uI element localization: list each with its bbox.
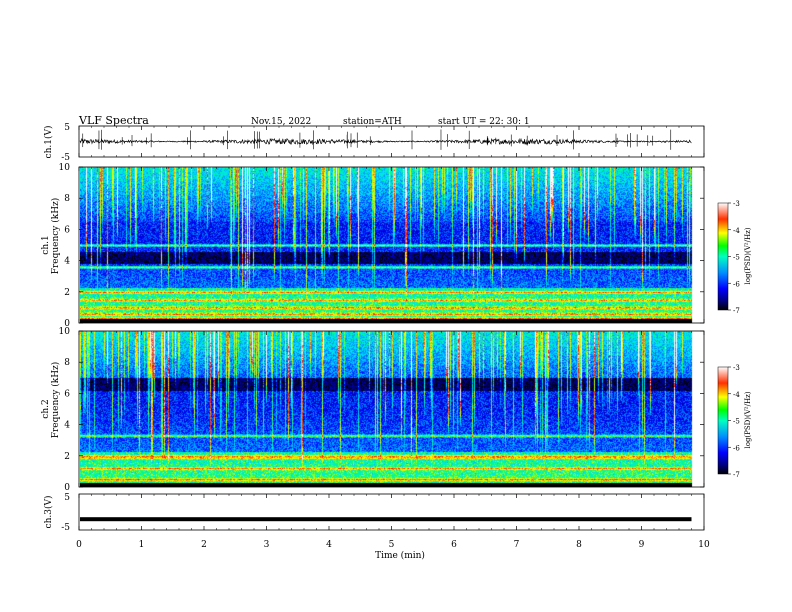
- frequency-tick-label: 10: [59, 163, 71, 173]
- frequency-tick-label: 8: [64, 194, 70, 204]
- colorbar-tick-label: -5: [733, 254, 740, 262]
- colorbar-tick-label: -3: [733, 364, 740, 372]
- ch1-waveform-panel: 5 -5 ch.1(V): [43, 123, 705, 163]
- time-tick-label: 9: [639, 540, 645, 550]
- ch3-ytick-bottom: -5: [61, 523, 70, 533]
- ch3-waveform-ylabel: ch.3(V): [43, 496, 54, 529]
- frequency-tick-label: 6: [64, 225, 70, 235]
- ch3-waveform-line: [80, 517, 692, 522]
- frequency-tick-label: 0: [64, 319, 70, 329]
- frequency-tick-label: 6: [64, 389, 70, 399]
- ch2-spectrogram-channel-label: ch.2: [41, 399, 51, 418]
- ch1-ytick-bottom: -5: [61, 153, 70, 163]
- ch2-spectrogram-ylabel: Frequency (kHz): [50, 362, 61, 439]
- time-tick-label: 8: [576, 540, 582, 550]
- time-tick-label: 2: [201, 540, 207, 550]
- ch1-spectrogram-image: [80, 167, 704, 323]
- time-tick-label: 6: [451, 540, 457, 550]
- ch2-spectrogram-image: [80, 331, 704, 487]
- colorbar-tick-label: -7: [733, 307, 740, 315]
- ch2-colorbar-ticks: -3 -4 -5 -6 -7: [728, 364, 740, 479]
- frequency-tick-label: 8: [64, 358, 70, 368]
- ch1-waveform-ylabel: ch.1(V): [43, 126, 54, 159]
- colorbar-tick-label: -6: [733, 280, 740, 288]
- colorbar-tick-label: -7: [733, 471, 740, 479]
- ch2-colorbar-label: log(PSD)(V²/Hz): [744, 391, 752, 448]
- header-station: station=ATH: [343, 117, 402, 127]
- time-tick-label: 1: [139, 540, 145, 550]
- ch1-colorbar-label: log(PSD)(V²/Hz): [744, 227, 752, 284]
- ch1-frequency-ticks: 0 2 4 6 8 10: [59, 163, 704, 329]
- colorbar-tick-label: -5: [733, 418, 740, 426]
- time-axis-ticks: 0 1 2 3 4 5 6 7 8 9 10: [76, 126, 710, 550]
- frequency-tick-label: 2: [64, 288, 70, 298]
- time-axis-label: Time (min): [375, 550, 425, 561]
- time-tick-label: 5: [389, 540, 395, 550]
- ch2-colorbar: [717, 366, 729, 475]
- ch1-ytick-top: 5: [64, 123, 70, 133]
- ch2-frequency-ticks: 0 2 4 6 8 10: [59, 327, 704, 493]
- colorbar-tick-label: -6: [733, 444, 740, 452]
- time-tick-label: 0: [76, 540, 82, 550]
- ch1-colorbar: [717, 202, 729, 311]
- ch3-ytick-top: 5: [64, 493, 70, 503]
- ch1-waveform-line: [79, 137, 692, 146]
- ch3-waveform-panel: 5 -5 ch.3(V): [43, 493, 705, 533]
- frequency-tick-label: 2: [64, 452, 70, 462]
- colorbar-tick-label: -4: [733, 391, 740, 399]
- colorbar-tick-label: -3: [733, 200, 740, 208]
- ch1-waveform-spikes: [82, 129, 672, 150]
- figure-title: VLF Spectra: [78, 114, 149, 127]
- frequency-tick-label: 4: [64, 257, 70, 267]
- ch1-spectrogram-channel-label: ch.1: [41, 235, 51, 254]
- frequency-tick-label: 0: [64, 483, 70, 493]
- time-tick-label: 3: [264, 540, 270, 550]
- time-tick-label: 10: [698, 540, 710, 550]
- frequency-tick-label: 4: [64, 421, 70, 431]
- frequency-tick-label: 10: [59, 327, 71, 337]
- header-date: Nov.15, 2022: [251, 117, 311, 127]
- colorbar-tick-label: -4: [733, 227, 740, 235]
- time-tick-label: 4: [326, 540, 332, 550]
- header-start-time: start UT = 22: 30: 1: [438, 117, 530, 127]
- ch3-waveform-frame: [78, 493, 705, 531]
- time-tick-label: 7: [514, 540, 520, 550]
- ch1-colorbar-ticks: -3 -4 -5 -6 -7: [728, 200, 740, 315]
- ch1-spectrogram-ylabel: Frequency (kHz): [50, 198, 61, 275]
